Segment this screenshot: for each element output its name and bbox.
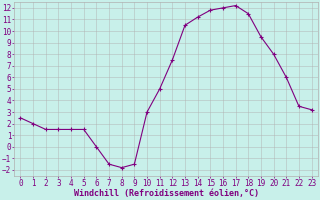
X-axis label: Windchill (Refroidissement éolien,°C): Windchill (Refroidissement éolien,°C) xyxy=(74,189,259,198)
